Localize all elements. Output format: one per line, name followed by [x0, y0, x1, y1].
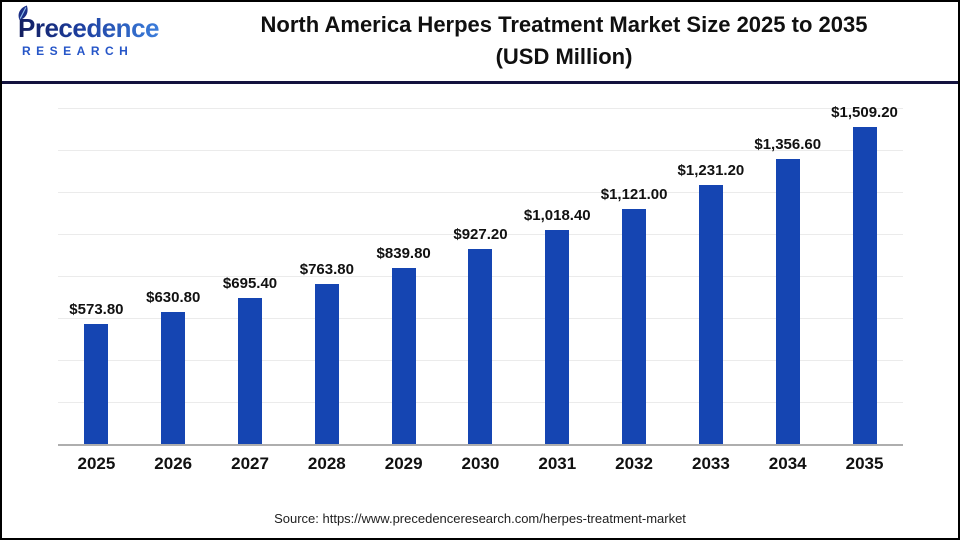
- bar-2029: [391, 268, 416, 444]
- bar-value-label-2026: $630.80: [146, 289, 201, 306]
- bar-column-2032: $1,121.00: [596, 108, 673, 444]
- logo-wordmark: Precedence: [18, 13, 159, 43]
- bar-column-2035: $1,509.20: [826, 104, 903, 444]
- bar-column-2030: $927.20: [442, 108, 519, 444]
- bar-2031: [545, 230, 570, 444]
- bar-value-label-2028: $763.80: [299, 261, 354, 278]
- bar-value-label-2033: $1,231.20: [677, 162, 745, 179]
- x-tick-label-2034: 2034: [768, 454, 807, 473]
- bar-value-label-2025: $573.80: [69, 301, 124, 318]
- bar-column-2034: $1,356.60: [749, 108, 826, 444]
- bar-value-label-2031: $1,018.40: [523, 207, 591, 224]
- leaf-icon: [18, 5, 28, 20]
- bar-column-2027: $695.40: [212, 108, 289, 444]
- bar-value-label-2029: $839.80: [376, 245, 431, 262]
- bar-value-label-2034: $1,356.60: [754, 136, 822, 153]
- bar-2033: [698, 185, 723, 444]
- bar-2027: [238, 298, 263, 444]
- bar-2026: [161, 312, 186, 444]
- plot-area: $573.80 $630.80 $695.40 $763.80 $839.80 $927.…: [58, 104, 903, 446]
- bar-column-2025: $573.80: [58, 108, 135, 444]
- chart-title-line2: (USD Million): [495, 44, 633, 69]
- bar-2030: [468, 249, 493, 444]
- bar-2032: [622, 209, 647, 444]
- bar-column-2033: $1,231.20: [673, 108, 750, 444]
- bar-column-2028: $763.80: [288, 108, 365, 444]
- x-axis-labels: 2025 2026 2027 2028 2029 2030 2031 2032 2033 2034…: [58, 454, 903, 474]
- x-tick-label-2028: 2028: [307, 454, 346, 473]
- bar-value-label-2030: $927.20: [453, 226, 508, 243]
- gridline-1400: [58, 150, 903, 151]
- gridline-1600: [58, 108, 903, 109]
- x-tick-label-2032: 2032: [615, 454, 653, 473]
- x-tick-label-2027: 2027: [231, 454, 269, 473]
- gridline-1000: [58, 234, 903, 235]
- x-tick-label-2033: 2033: [691, 454, 730, 473]
- precedence-research-logo: Precedence RESEARCH: [2, 2, 190, 58]
- x-tick-label-2030: 2030: [461, 454, 500, 473]
- gridline-1200: [58, 192, 903, 193]
- x-tick-label-2031: 2031: [538, 454, 577, 473]
- bar-2028: [314, 284, 339, 444]
- header: Precedence RESEARCH North America Herpes…: [2, 2, 958, 84]
- x-tick-label-2026: 2026: [154, 454, 193, 473]
- source-citation: Source: https://www.precedenceresearch.c…: [274, 511, 686, 526]
- x-tick-label-2035: 2035: [845, 454, 884, 473]
- bar-column-2026: $630.80: [135, 108, 212, 444]
- x-tick-label-2029: 2029: [384, 454, 423, 473]
- bar-2025: [84, 324, 109, 444]
- x-tick-label-2025: 2025: [77, 454, 116, 473]
- bar-value-label-2027: $695.40: [222, 275, 278, 292]
- chart-title-line1: North America Herpes Treatment Market Si…: [260, 12, 868, 37]
- bar-2034: [775, 159, 800, 444]
- chart-title: North America Herpes Treatment Market Si…: [190, 2, 958, 73]
- bar-column-2031: $1,018.40: [519, 108, 596, 444]
- bar-column-2029: $839.80: [365, 108, 442, 444]
- bar-columns: $573.80 $630.80 $695.40 $763.80 $839.80 $927.…: [58, 104, 903, 444]
- bar-2035: [852, 127, 877, 444]
- bar-value-label-2032: $1,121.00: [600, 186, 668, 203]
- bar-value-label-2035: $1,509.20: [831, 104, 898, 121]
- logo-subtitle: RESEARCH: [22, 44, 134, 58]
